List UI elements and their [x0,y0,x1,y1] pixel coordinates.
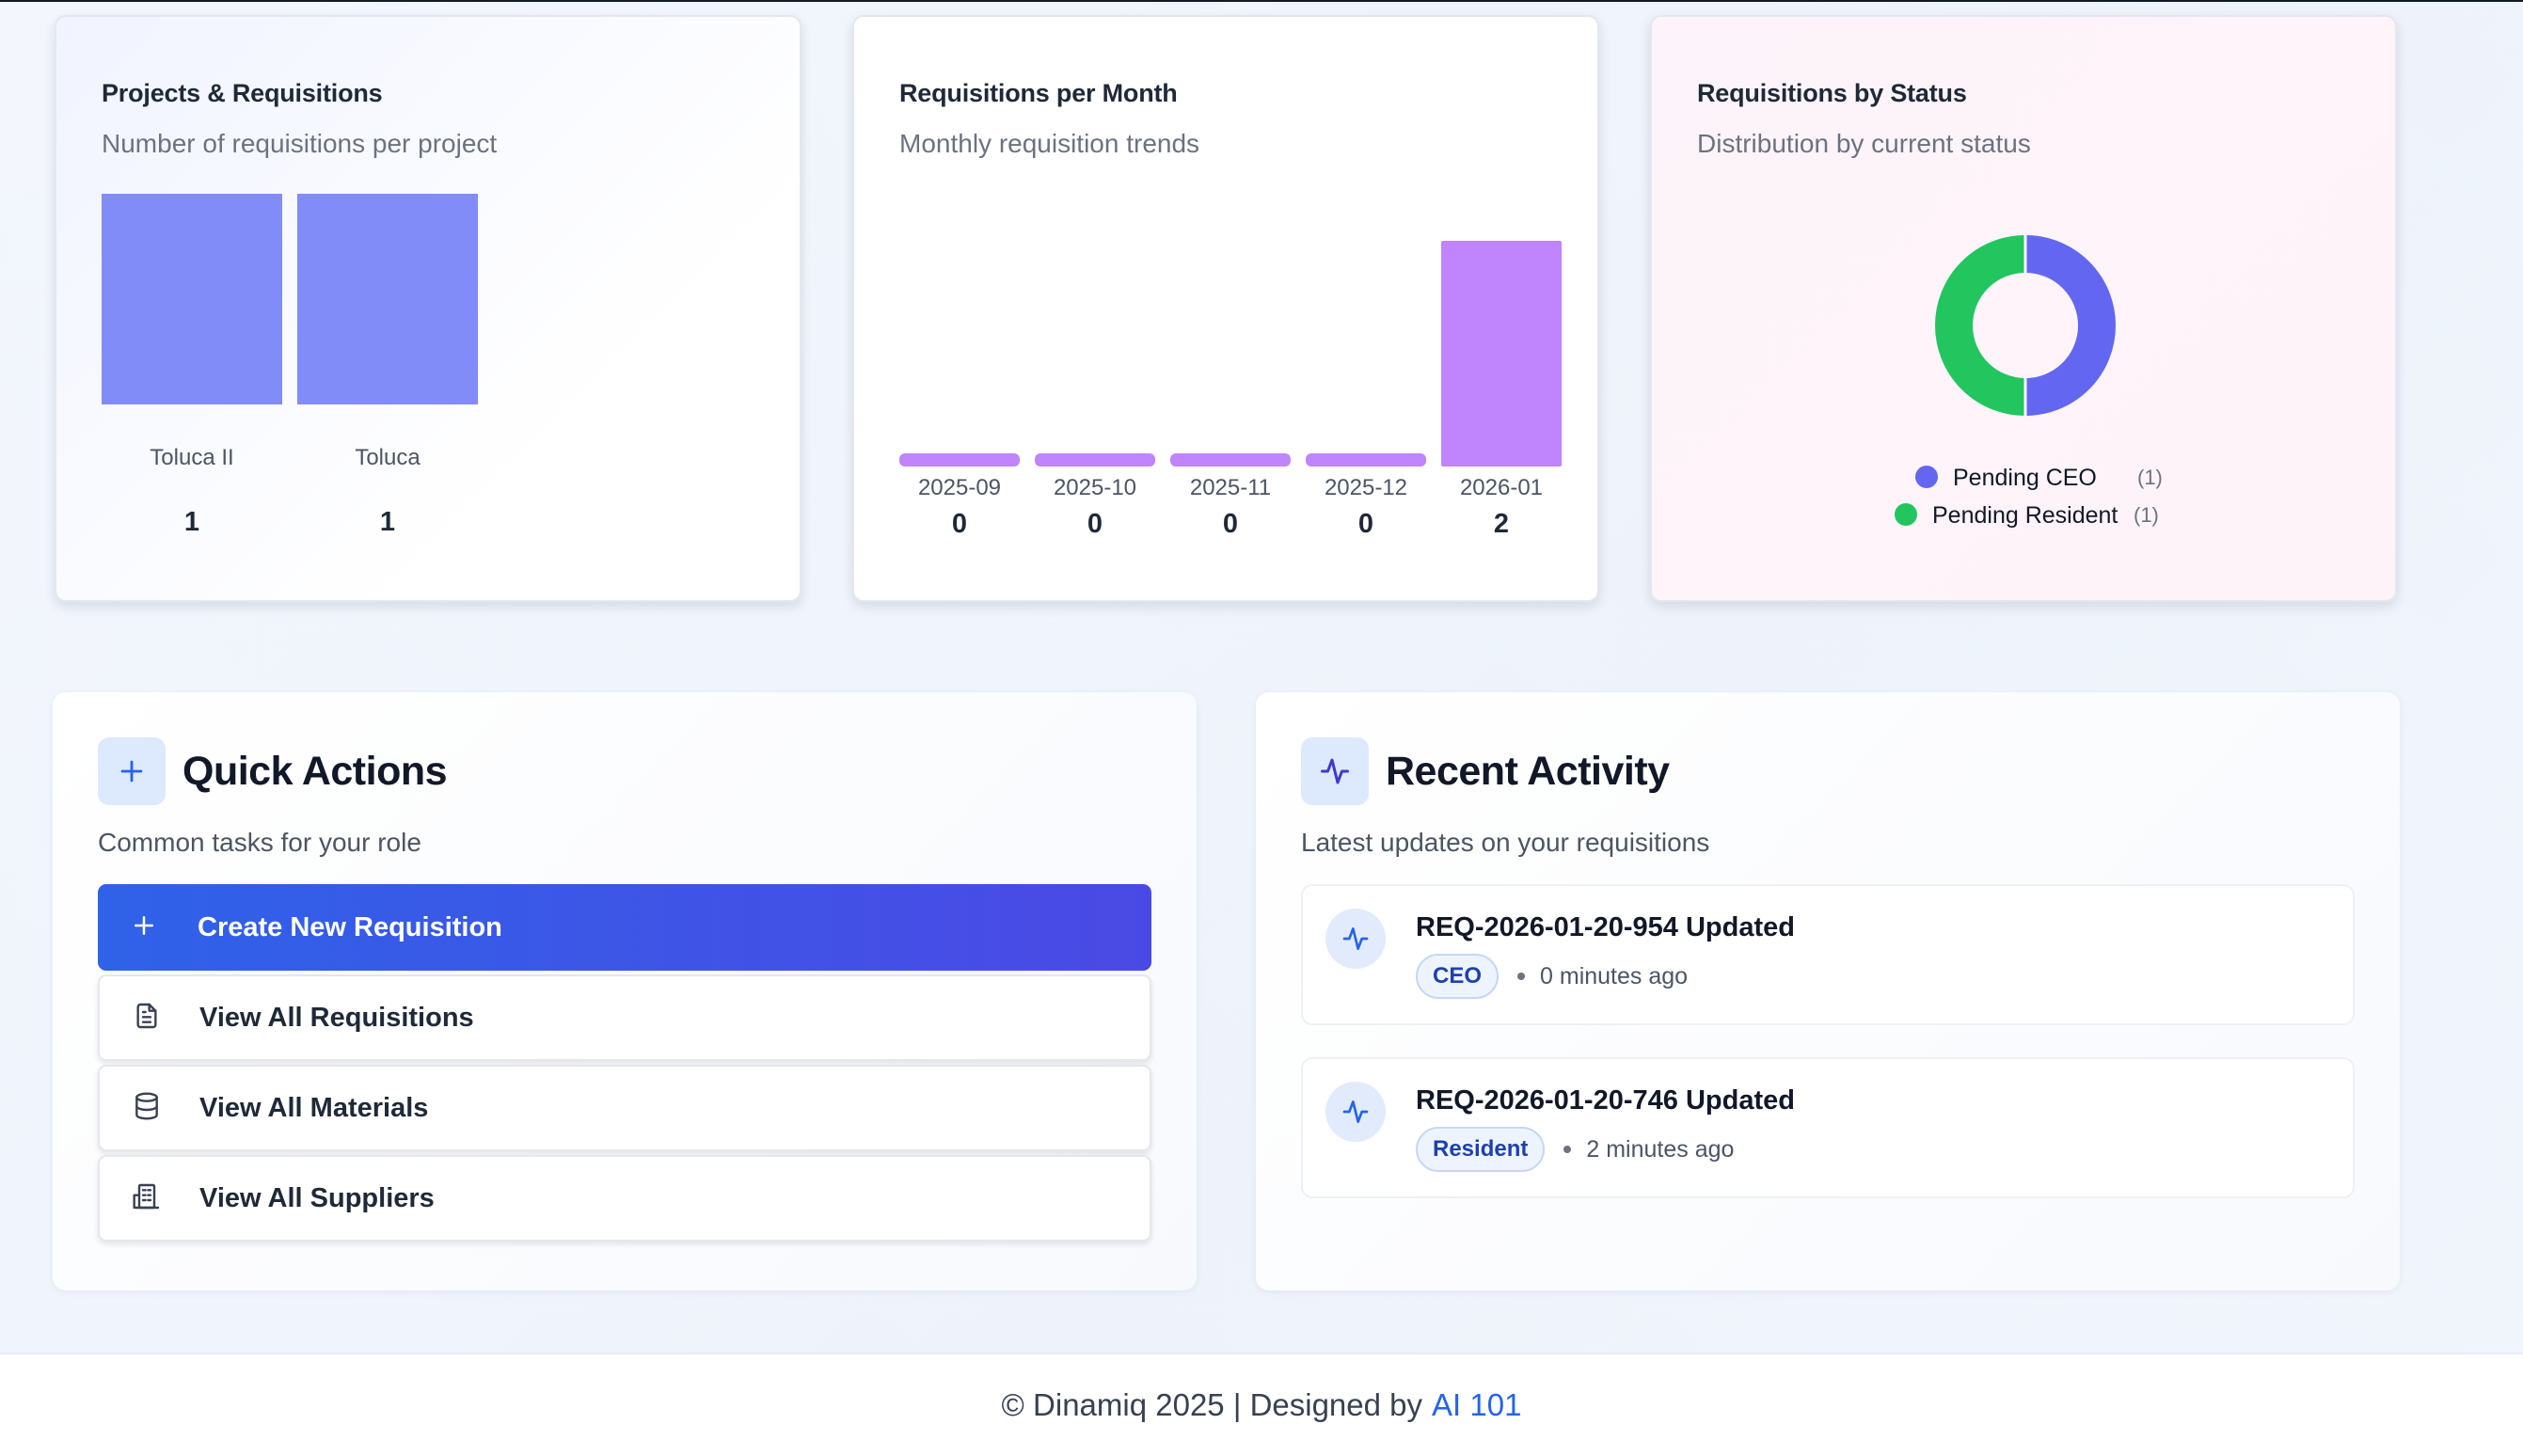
bar-category-label: Toluca [355,445,420,470]
activity-icon [1325,1082,1386,1142]
view-suppliers-label: View All Suppliers [199,1182,435,1213]
quick-actions-subtitle: Common tasks for your role [98,828,421,857]
monthly-chart-title: Requisitions per Month [899,79,1178,107]
recent-activity-header: Recent Activity [1301,737,2355,805]
create-requisition-button[interactable]: Create New Requisition [98,884,1151,971]
status-chart-subtitle: Distribution by current status [1697,129,2031,158]
projects-bar-chart: Toluca II 1 Toluca 1 [102,194,478,537]
bar-value-label: 0 [1358,509,1373,539]
separator-dot [1563,1146,1572,1153]
plus-icon [98,737,166,805]
bar-category-label: Toluca II [150,445,233,470]
monthly-chart-subtitle: Monthly requisition trends [899,129,1200,158]
bar-value-label: 1 [184,507,199,537]
database-icon [132,1091,162,1126]
legend-swatch [1915,466,1938,488]
legend-label: Pending CEO [1953,465,2097,491]
bar-value-label: 2 [1494,509,1509,539]
bar-category-label: 2025-11 [1190,475,1271,500]
bar-value-label: 0 [1087,509,1103,539]
activity-title: REQ-2026-01-20-746 Updated [1416,1085,1795,1116]
projects-chart-card: Projects & Requisitions Number of requis… [55,15,801,602]
quick-actions-title: Quick Actions [182,748,448,794]
activity-icon [1325,909,1386,969]
quick-actions-panel: Quick Actions Common tasks for your role… [53,692,1197,1290]
status-chart-card: Requisitions by Status Distribution by c… [1650,15,2397,602]
view-requisitions-button[interactable]: View All Requisitions [98,974,1151,1061]
recent-activity-panel: Recent Activity Latest updates on your r… [1256,692,2400,1290]
footer-link[interactable]: AI 101 [1432,1387,1522,1422]
recent-activity-subtitle: Latest updates on your requisitions [1301,828,1710,857]
bar [1306,453,1426,467]
activity-time: 0 minutes ago [1540,962,1689,989]
bar-value-label: 0 [1223,509,1238,539]
activity-meta: CEO 0 minutes ago [1416,954,1688,999]
quick-actions-header: Quick Actions [98,737,1151,805]
view-materials-button[interactable]: View All Materials [98,1065,1151,1151]
activity-item[interactable]: REQ-2026-01-20-954 Updated CEO 0 minutes… [1301,884,2355,1025]
recent-activity-title: Recent Activity [1386,748,1670,794]
bar-category-label: 2025-10 [1054,475,1136,500]
bar [899,453,1020,467]
status-donut-chart: Pending CEO (1) Pending Resident (1) [1895,235,2163,529]
document-icon [132,1001,162,1036]
bar [102,194,282,404]
activity-icon [1301,737,1369,805]
monthly-bar-chart: 2025-09 0 2025-10 0 2025-11 0 2025-12 0 2026-01 2 [899,241,1562,539]
bar-category-label: 2025-09 [918,475,1001,500]
create-requisition-label: Create New Requisition [198,911,502,942]
activity-title: REQ-2026-01-20-954 Updated [1416,912,1795,942]
role-badge: CEO [1416,954,1500,999]
activity-time: 2 minutes ago [1586,1135,1735,1163]
bar-value-label: 1 [380,507,395,537]
bar [1170,453,1291,467]
bar [1441,241,1562,467]
bar-value-label: 0 [952,509,967,539]
legend-count: (1) [2134,503,2159,527]
role-badge: Resident [1416,1127,1546,1172]
footer-text: © Dinamiq 2025 | Designed by [1001,1387,1423,1422]
plus-icon [130,911,158,944]
activity-meta: Resident 2 minutes ago [1416,1127,1734,1172]
status-chart-title: Requisitions by Status [1697,79,1967,107]
legend-count: (1) [2137,466,2163,489]
legend-swatch [1895,503,1917,526]
top-border [0,0,2523,2]
building-icon [132,1181,162,1216]
monthly-chart-card: Requisitions per Month Monthly requisiti… [852,15,1599,602]
view-materials-label: View All Materials [199,1092,429,1123]
bar-category-label: 2026-01 [1460,475,1543,500]
activity-item[interactable]: REQ-2026-01-20-746 Updated Resident 2 mi… [1301,1057,2355,1198]
projects-chart-subtitle: Number of requisitions per project [102,129,498,158]
bar-category-label: 2025-12 [1325,475,1407,500]
projects-chart-title: Projects & Requisitions [102,79,383,107]
bar [297,194,478,404]
view-suppliers-button[interactable]: View All Suppliers [98,1155,1151,1242]
view-requisitions-label: View All Requisitions [199,1002,474,1033]
bar [1035,453,1155,467]
legend-label: Pending Resident [1932,502,2118,529]
separator-dot [1517,973,1526,980]
footer: © Dinamiq 2025 | Designed by AI 101 [0,1353,2523,1456]
